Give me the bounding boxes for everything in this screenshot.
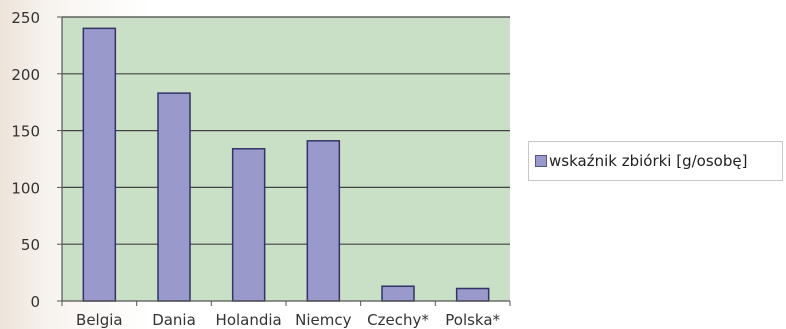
legend: wskaźnik zbiórki [g/osobę] — [528, 141, 783, 181]
bar-niemcy — [306, 140, 341, 302]
bar-holandia — [231, 148, 266, 302]
plot-background — [62, 17, 510, 301]
y-tick-label: 150 — [11, 123, 40, 141]
bar-czechy — [381, 285, 415, 302]
x-tick-label: Niemcy — [295, 311, 351, 329]
y-tick-label: 50 — [21, 236, 40, 254]
bar-belgia — [82, 27, 117, 302]
x-tick-label: Polska* — [445, 311, 500, 329]
bar-polska — [455, 287, 490, 302]
x-tick-label: Czechy* — [367, 311, 429, 329]
y-tick-label: 0 — [30, 293, 40, 311]
x-tick-label: Belgia — [76, 311, 123, 329]
gridlines — [62, 16, 510, 245]
x-tick-label: Dania — [152, 311, 196, 329]
x-tick-labels: Belgia Dania Holandia Niemcy Czechy* Polska* — [76, 311, 501, 329]
bar-dania — [157, 92, 191, 302]
y-tick-label: 200 — [11, 66, 40, 84]
y-tick-labels: 0 50 100 150 200 250 — [11, 9, 40, 311]
x-tick-label: Holandia — [216, 311, 282, 329]
bars — [82, 27, 490, 302]
legend-label: wskaźnik zbiórki [g/osobę] — [549, 152, 748, 170]
legend-swatch — [535, 155, 547, 167]
axes — [57, 16, 511, 306]
y-tick-label: 250 — [11, 9, 40, 27]
y-tick-label: 100 — [11, 179, 40, 197]
